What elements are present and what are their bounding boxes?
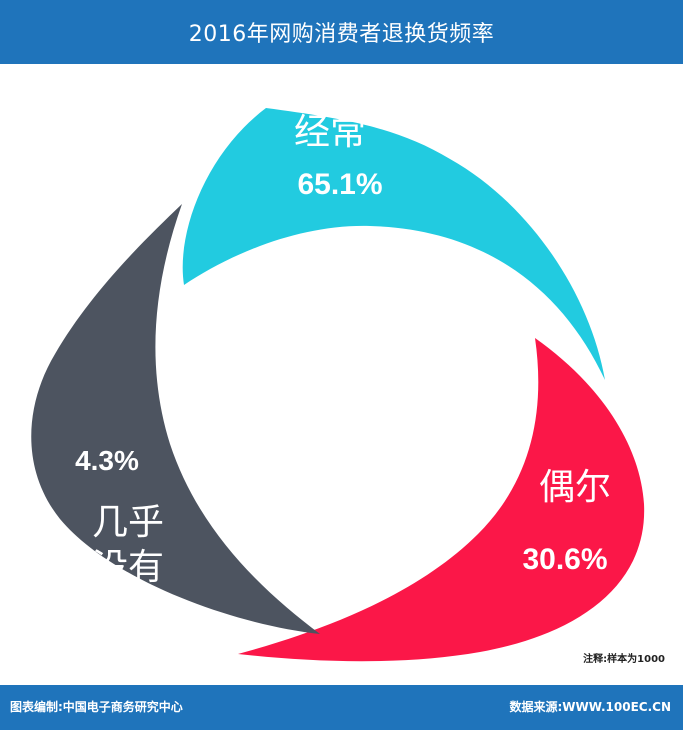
label-occasional-name: 偶尔: [539, 467, 611, 508]
label-often-name: 经常: [294, 112, 366, 153]
sample-note: 注释:样本为1000: [583, 654, 665, 665]
label-almost-never-line1: 几乎: [92, 502, 164, 543]
chart-area: 经常 65.1% 偶尔 30.6% 4.3% 几乎 没有: [0, 64, 683, 685]
slice-often: [182, 108, 605, 380]
chart-svg: 经常 65.1% 偶尔 30.6% 4.3% 几乎 没有: [31, 108, 645, 662]
label-almost-never-line2: 没有: [92, 547, 164, 588]
label-occasional-value: 30.6%: [522, 543, 607, 576]
label-almost-never-value: 4.3%: [75, 445, 139, 476]
header-bar: 2016年网购消费者退换货频率: [0, 0, 683, 64]
label-often-value: 65.1%: [297, 168, 382, 201]
slice-occasional: [238, 338, 645, 662]
footer-bar: 图表编制:中国电子商务研究中心 数据来源:WWW.100EC.CN: [0, 685, 683, 730]
footer-source: 数据来源:WWW.100EC.CN: [509, 700, 671, 714]
chart-title: 2016年网购消费者退换货频率: [188, 22, 495, 47]
footer-credit: 图表编制:中国电子商务研究中心: [10, 700, 183, 714]
slice-almost-never: [31, 204, 320, 634]
